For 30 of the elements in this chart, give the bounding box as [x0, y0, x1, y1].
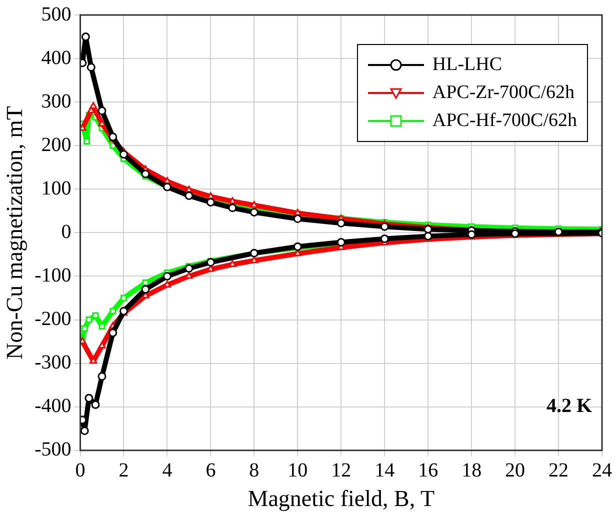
legend-label: HL-LHC: [432, 54, 502, 76]
x-tick-label: 2: [118, 460, 129, 482]
y-tick-label: 500: [41, 3, 72, 26]
y-tick-label: -100: [34, 264, 72, 286]
y-tick-label: 100: [41, 177, 72, 200]
x-tick-label: 12: [331, 460, 352, 482]
y-tick-label: 0: [61, 220, 72, 243]
y-tick-label: -500: [34, 438, 72, 461]
x-tick-label: 4: [162, 460, 172, 482]
x-tick-label: 22: [548, 460, 569, 482]
x-tick-label: 0: [75, 460, 86, 482]
x-tick-label: 18: [462, 460, 482, 482]
x-tick-label: 6: [206, 460, 216, 482]
legend-label: APC-Zr-700C/62h: [432, 82, 574, 104]
x-tick-label: 16: [418, 460, 438, 482]
x-tick-label: 8: [249, 460, 260, 482]
annotation: 4.2 K: [546, 395, 592, 418]
y-tick-label: -200: [34, 308, 72, 330]
y-axis-title: Non-Cu magnetization, mT: [2, 106, 27, 360]
y-tick-label: 200: [41, 134, 72, 156]
y-tick-label: 300: [41, 90, 72, 112]
legend-label: APC-Hf-700C/62h: [432, 110, 577, 132]
x-axis-title: Magnetic field, B, T: [248, 486, 434, 512]
x-tick-label: 20: [505, 460, 526, 482]
x-tick-label: 14: [374, 460, 395, 482]
y-tick-label: -300: [34, 352, 72, 374]
x-tick-label: 10: [288, 460, 308, 482]
y-tick-label: 400: [41, 46, 72, 69]
x-tick-label: 24: [592, 460, 612, 482]
y-tick-label: -400: [34, 395, 72, 418]
